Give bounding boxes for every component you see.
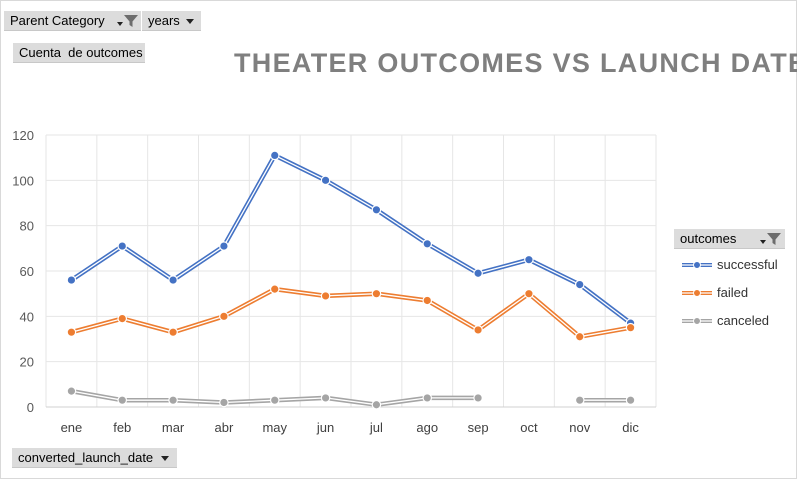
axis-field-button[interactable]: converted_launch_date [12, 448, 177, 468]
x-tick-label: mar [162, 420, 185, 435]
legend-item-canceled[interactable]: canceled [681, 311, 791, 331]
data-point-failed[interactable] [66, 327, 77, 337]
x-tick-label: jun [316, 420, 334, 435]
x-tick-label: ene [61, 420, 83, 435]
x-tick-label: dic [622, 420, 639, 435]
data-point-failed[interactable] [168, 327, 178, 337]
data-point-failed[interactable] [574, 331, 585, 342]
legend-item-failed[interactable]: failed [681, 283, 791, 303]
x-tick-label: sep [468, 420, 489, 435]
data-point-canceled[interactable] [219, 397, 229, 408]
x-tick-label: nov [569, 420, 590, 435]
y-tick-label: 120 [12, 128, 34, 143]
series-line-highlight-failed [71, 288, 631, 338]
data-point-failed[interactable] [219, 311, 229, 322]
data-point-failed[interactable] [269, 284, 280, 294]
y-tick-label: 80 [20, 219, 34, 234]
chevron-down-icon [760, 240, 766, 244]
data-point-canceled[interactable] [574, 395, 585, 405]
funnel-icon [124, 15, 138, 27]
data-point-successful[interactable] [219, 241, 229, 251]
data-point-successful[interactable] [422, 239, 433, 249]
legend-label-successful: successful [717, 257, 778, 272]
data-point-failed[interactable] [117, 313, 128, 324]
x-tick-label: oct [520, 420, 538, 435]
series-line-highlight-successful [71, 154, 631, 324]
data-point-successful[interactable] [371, 205, 382, 215]
data-point-canceled[interactable] [625, 395, 636, 405]
data-point-canceled[interactable] [473, 393, 483, 403]
x-tick-label: may [262, 420, 287, 435]
legend-label-failed: failed [717, 285, 749, 300]
data-point-canceled[interactable] [117, 395, 128, 405]
series-successful [66, 150, 636, 328]
data-point-successful[interactable] [574, 279, 585, 290]
years-filter-button[interactable]: years [142, 11, 201, 31]
values-field-button[interactable]: Cuenta de outcomes [13, 43, 145, 63]
outcomes-label: outcomes [680, 231, 737, 246]
data-point-successful[interactable] [473, 268, 483, 279]
funnel-icon [767, 233, 781, 245]
chart-title: THEATER OUTCOMES VS LAUNCH DATE [234, 48, 797, 78]
data-point-failed[interactable] [371, 288, 382, 299]
chevron-down-icon [186, 19, 194, 24]
y-tick-label: 60 [20, 264, 34, 279]
parent-category-filter-button[interactable]: Parent Category [4, 11, 141, 31]
x-tick-label: feb [113, 420, 131, 435]
x-tick-label: ago [416, 420, 438, 435]
x-tick-label: jul [369, 420, 383, 435]
chevron-down-icon [161, 456, 169, 461]
data-point-canceled[interactable] [269, 395, 280, 405]
data-point-canceled[interactable] [422, 393, 433, 403]
legend-swatch-failed [682, 289, 712, 297]
legend-swatch-canceled [682, 317, 712, 325]
data-point-successful[interactable] [269, 150, 280, 161]
axis-field-label: converted_launch_date [18, 450, 154, 465]
legend-item-successful[interactable]: successful [681, 255, 791, 275]
legend-swatch-successful [682, 261, 712, 269]
data-point-failed[interactable] [473, 325, 483, 335]
data-point-failed[interactable] [320, 291, 331, 301]
values-field-label: Cuenta de outcomes [19, 45, 143, 60]
series-failed [66, 284, 636, 342]
parent-category-label: Parent Category [10, 13, 105, 28]
data-point-successful[interactable] [168, 275, 178, 285]
x-tick-label: abr [215, 420, 234, 435]
y-tick-label: 0 [27, 400, 34, 415]
outcomes-legend-filter-button[interactable]: outcomes [674, 229, 785, 249]
data-point-canceled[interactable] [168, 395, 178, 405]
y-tick-label: 20 [20, 355, 34, 370]
data-point-canceled[interactable] [371, 399, 382, 410]
years-label: years [148, 13, 180, 28]
series-canceled [66, 386, 636, 410]
data-point-failed[interactable] [422, 295, 433, 306]
data-point-successful[interactable] [320, 175, 331, 186]
data-point-canceled[interactable] [66, 386, 77, 396]
data-point-failed[interactable] [524, 288, 534, 299]
chevron-down-icon [117, 22, 123, 26]
y-tick-label: 100 [12, 173, 34, 188]
data-point-successful[interactable] [117, 241, 128, 251]
y-tick-label: 40 [20, 309, 34, 324]
legend-label-canceled: canceled [717, 313, 770, 328]
data-point-successful[interactable] [66, 275, 77, 285]
data-point-failed[interactable] [625, 322, 636, 333]
data-point-canceled[interactable] [320, 393, 331, 403]
data-point-successful[interactable] [524, 254, 534, 265]
